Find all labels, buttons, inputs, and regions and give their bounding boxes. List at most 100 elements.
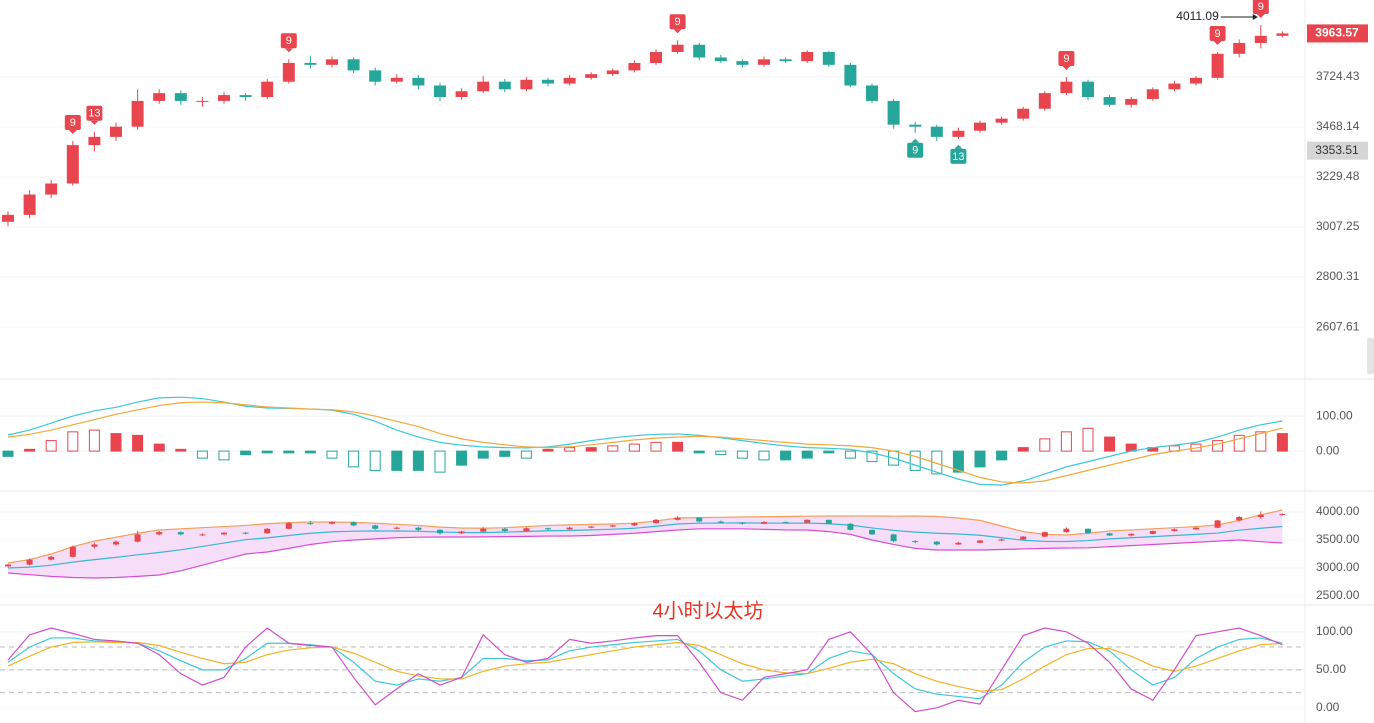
y-tick-label: 100.00 xyxy=(1316,624,1353,638)
candle-body xyxy=(282,62,295,82)
macd-bar xyxy=(283,450,295,454)
candle-body xyxy=(563,77,576,84)
last-price-label: 3963.57 xyxy=(1315,26,1359,40)
candle-body xyxy=(347,59,360,71)
indicator-line xyxy=(7,396,1283,486)
td-marker-tip xyxy=(1062,65,1071,70)
candle-body xyxy=(628,62,641,71)
td-marker-tip xyxy=(1256,14,1265,19)
macd-bar xyxy=(650,441,662,452)
candle-body xyxy=(1060,81,1073,94)
td-marker xyxy=(907,142,924,158)
candle-body xyxy=(113,541,119,545)
macd-bar xyxy=(758,450,770,461)
candle-body xyxy=(498,81,511,90)
candle-body xyxy=(26,559,33,565)
candle-body xyxy=(585,74,598,78)
td-marker-label: 9 xyxy=(70,117,76,129)
macd-bar xyxy=(974,450,986,468)
macd-bar xyxy=(1276,433,1288,452)
candle-body xyxy=(869,529,875,535)
candle-body xyxy=(48,556,55,560)
candle-body xyxy=(45,183,58,195)
candle-body xyxy=(23,194,36,215)
td-marker xyxy=(1252,0,1269,15)
td-marker-label: 13 xyxy=(952,151,964,163)
td-marker-label: 9 xyxy=(1063,53,1069,65)
candle-body xyxy=(736,61,749,65)
y-tick-label: 3007.25 xyxy=(1316,219,1360,233)
candle-body xyxy=(480,528,487,532)
macd-bar xyxy=(67,431,79,452)
macd-bar xyxy=(542,448,554,452)
td-marker-label: 9 xyxy=(912,145,918,157)
band-fill xyxy=(8,509,1283,579)
macd-bar xyxy=(996,450,1008,461)
candle-body xyxy=(1190,77,1202,84)
td-marker-label: 13 xyxy=(88,108,100,120)
macd-bar xyxy=(175,448,187,452)
candle-body xyxy=(437,529,443,534)
candle-body xyxy=(1063,528,1070,533)
y-tick-label: 0.00 xyxy=(1316,700,1340,714)
candle-body xyxy=(69,546,76,557)
y-tick-label: 2607.61 xyxy=(1316,319,1360,333)
candle-body xyxy=(218,95,230,101)
candle-body xyxy=(393,527,400,529)
scroll-handle[interactable] xyxy=(1367,338,1374,374)
td-marker-label: 9 xyxy=(675,16,681,28)
candle-body xyxy=(933,541,940,545)
indicator-line xyxy=(7,637,1283,700)
macd-bar xyxy=(736,450,748,459)
macd-bar xyxy=(628,443,640,452)
candle-body xyxy=(91,544,98,547)
macd-bar xyxy=(196,450,208,459)
candle-body xyxy=(523,528,530,532)
candle-body xyxy=(631,523,638,526)
indicator-line xyxy=(7,627,1283,713)
candle-body xyxy=(1257,514,1264,518)
macd-bar xyxy=(477,450,489,459)
candle-body xyxy=(717,521,724,523)
indicator-line xyxy=(7,641,1283,692)
macd-bar xyxy=(499,450,511,457)
macd-bar xyxy=(585,447,597,452)
candle-body xyxy=(326,59,338,65)
macd-bar xyxy=(326,450,338,459)
candle-body xyxy=(1168,83,1181,90)
candle-body xyxy=(542,79,554,84)
macd-bar xyxy=(1060,431,1072,452)
candle-body xyxy=(909,124,922,127)
candle-body xyxy=(758,59,770,65)
candle-body xyxy=(1233,42,1246,54)
macd-bar xyxy=(931,450,943,475)
candle-body xyxy=(545,528,551,530)
candle-body xyxy=(329,522,335,524)
candle-body xyxy=(153,93,166,101)
candle-body xyxy=(434,85,446,98)
candle-body xyxy=(1236,517,1243,521)
candle-body xyxy=(199,534,206,536)
candle-body xyxy=(1103,97,1116,105)
candle-body xyxy=(866,85,878,101)
candle-body xyxy=(739,522,746,524)
macd-bar xyxy=(456,450,468,466)
candle-body xyxy=(174,93,187,101)
candle-body xyxy=(2,214,14,222)
macd-bar xyxy=(132,434,144,452)
candle-body xyxy=(221,532,227,535)
y-tick-label: 50.00 xyxy=(1316,662,1346,676)
candle-body xyxy=(264,528,271,534)
candle-body xyxy=(1038,93,1051,109)
candle-body xyxy=(1017,108,1030,119)
indicator-line xyxy=(7,528,1283,579)
td-marker xyxy=(1209,25,1226,41)
candle-body xyxy=(520,79,533,90)
candle-body xyxy=(1041,532,1048,537)
candle-body xyxy=(134,534,141,542)
y-tick-label: 4000.00 xyxy=(1316,504,1360,518)
macd-bar xyxy=(693,450,705,454)
td-marker xyxy=(669,14,686,30)
candle-body xyxy=(609,525,616,527)
macd-bar xyxy=(1017,447,1029,452)
